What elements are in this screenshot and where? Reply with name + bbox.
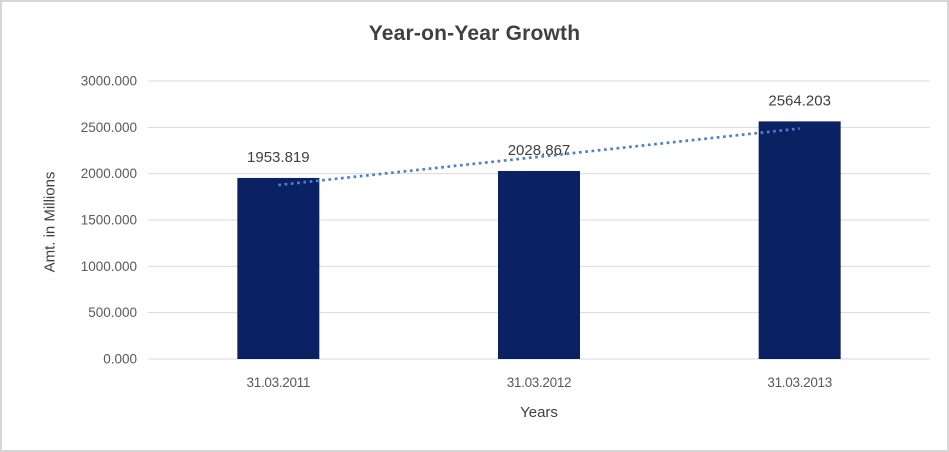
x-tick-label: 31.03.2011	[247, 375, 311, 390]
x-tick-label: 31.03.2013	[767, 375, 832, 390]
y-axis-title: Amt. in Millions	[41, 171, 59, 273]
y-tick-label: 1500.000	[81, 213, 137, 228]
x-axis-title: Years	[520, 404, 558, 421]
bar-31.03.2012[interactable]	[498, 170, 580, 359]
x-tick-label: 31.03.2012	[507, 375, 572, 390]
y-tick-label: 2000.000	[81, 166, 137, 181]
bar-31.03.2013[interactable]	[758, 121, 841, 360]
y-tick-label: 1000.000	[81, 259, 137, 274]
y-tick-label: 500.000	[88, 305, 137, 320]
data-label: 1953.819	[247, 149, 310, 166]
y-tick-label: 3000.000	[81, 74, 137, 89]
chart-title: Year-on-Year Growth	[368, 22, 581, 45]
y-tick-label: 0.000	[103, 352, 137, 367]
data-label: 2564.203	[768, 92, 831, 109]
y-tick-label: 2500.000	[81, 120, 137, 135]
bar-31.03.2011[interactable]	[237, 177, 320, 359]
data-label: 2028.867	[508, 142, 571, 159]
trendline	[278, 127, 800, 187]
